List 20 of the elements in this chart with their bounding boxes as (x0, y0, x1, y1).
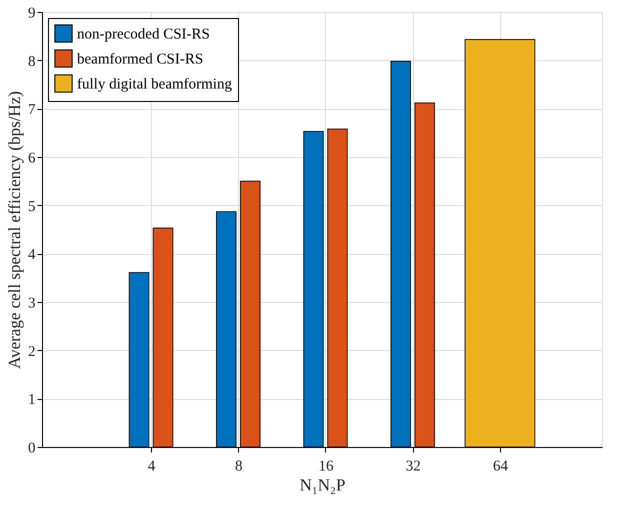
y-tick-label: 3 (28, 296, 36, 312)
y-tick-label: 6 (28, 150, 36, 166)
y-tick-label: 4 (28, 247, 36, 264)
x-tick-label: 4 (148, 458, 156, 474)
y-tick-label: 0 (28, 440, 36, 456)
y-tick-label: 7 (28, 102, 36, 118)
y-tick-label: 9 (28, 6, 36, 22)
y-tick-label: 8 (28, 54, 36, 70)
legend-label: fully digital beamforming (77, 76, 232, 92)
x-tick-label: 16 (318, 458, 334, 474)
x-tick-label: 32 (406, 458, 421, 474)
y-tick-label: 1 (28, 392, 36, 408)
y-tick-label: 2 (28, 344, 36, 360)
legend-label: beamformed CSI-RS (77, 52, 204, 68)
legend-label: non-precoded CSI-RS (77, 26, 210, 42)
x-tick-label: 8 (235, 458, 243, 474)
x-tick-label: 64 (492, 458, 508, 474)
x-axis-title: N₁N₂P (300, 476, 346, 494)
y-axis-title: Average cell spectral efficiency (bps/Hz) (5, 91, 24, 369)
y-tick-label: 5 (28, 198, 36, 215)
